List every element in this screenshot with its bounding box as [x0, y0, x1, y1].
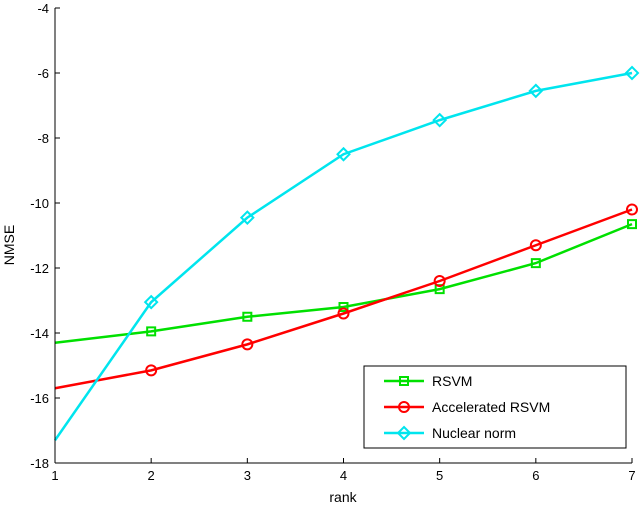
data-point-rsvm: [530, 258, 541, 269]
x-tick-label: 2: [148, 468, 155, 483]
data-point-rsvm: [627, 219, 637, 230]
data-point-accelerated-rsvm: [529, 239, 542, 252]
series-line-accelerated-rsvm: [54, 208, 633, 390]
data-point-nuclear-norm: [336, 146, 351, 162]
y-tick-label: -16: [30, 391, 49, 406]
legend-label: RSVM: [432, 373, 472, 389]
data-point-nuclear-norm: [624, 65, 640, 81]
y-tick-label: -18: [30, 456, 49, 471]
data-point-rsvm: [242, 311, 253, 322]
y-tick-label: -14: [30, 326, 49, 341]
x-tick-label: 1: [51, 468, 58, 483]
x-tick-label: 7: [628, 468, 635, 483]
data-point-rsvm: [338, 302, 349, 312]
x-axis-label: rank: [329, 489, 357, 505]
legend-marker: [399, 376, 409, 386]
series-nuclear-norm: [53, 65, 640, 441]
data-point-accelerated-rsvm: [241, 338, 254, 351]
y-tick-label: -8: [37, 131, 49, 146]
legend-entry-rsvm: RSVM: [384, 373, 472, 389]
axes: 1 2 3 4 5 6 7 -18 -16 -14 -12 -10 -8 -6 -4: [30, 1, 635, 483]
series-line-nuclear-norm: [53, 71, 633, 441]
legend-marker: [398, 401, 410, 413]
data-point-nuclear-norm: [239, 210, 255, 226]
legend-label: Nuclear norm: [432, 425, 516, 441]
legend-entry-nuclear-norm: Nuclear norm: [384, 425, 516, 441]
x-tick-label: 5: [436, 468, 443, 483]
y-axis-label: NMSE: [1, 225, 17, 265]
data-point-nuclear-norm: [432, 112, 448, 128]
data-point-accelerated-rsvm: [145, 364, 158, 377]
data-point-accelerated-rsvm: [626, 203, 638, 216]
x-tick-label: 6: [532, 468, 539, 483]
legend-entry-accelerated-rsvm: Accelerated RSVM: [384, 399, 550, 415]
series-line-rsvm: [54, 222, 633, 344]
data-point-nuclear-norm: [528, 83, 544, 99]
series-accelerated-rsvm: [54, 203, 638, 390]
data-point-rsvm: [146, 326, 157, 337]
y-tick-label: -6: [37, 66, 49, 81]
data-point-accelerated-rsvm: [337, 307, 350, 320]
legend-label: Accelerated RSVM: [432, 399, 550, 415]
legend: RSVM Accelerated RSVM Nuclear norm: [363, 365, 627, 449]
data-point-nuclear-norm: [143, 294, 159, 310]
series-rsvm: [54, 219, 637, 344]
x-tick-label: 3: [244, 468, 251, 483]
y-tick-label: -10: [30, 196, 49, 211]
data-point-accelerated-rsvm: [433, 275, 446, 287]
x-tick-label: 4: [340, 468, 347, 483]
y-tick-label: -4: [37, 1, 49, 16]
y-tick-label: -12: [30, 261, 49, 276]
legend-marker: [396, 425, 412, 441]
plot-area: [53, 65, 640, 441]
